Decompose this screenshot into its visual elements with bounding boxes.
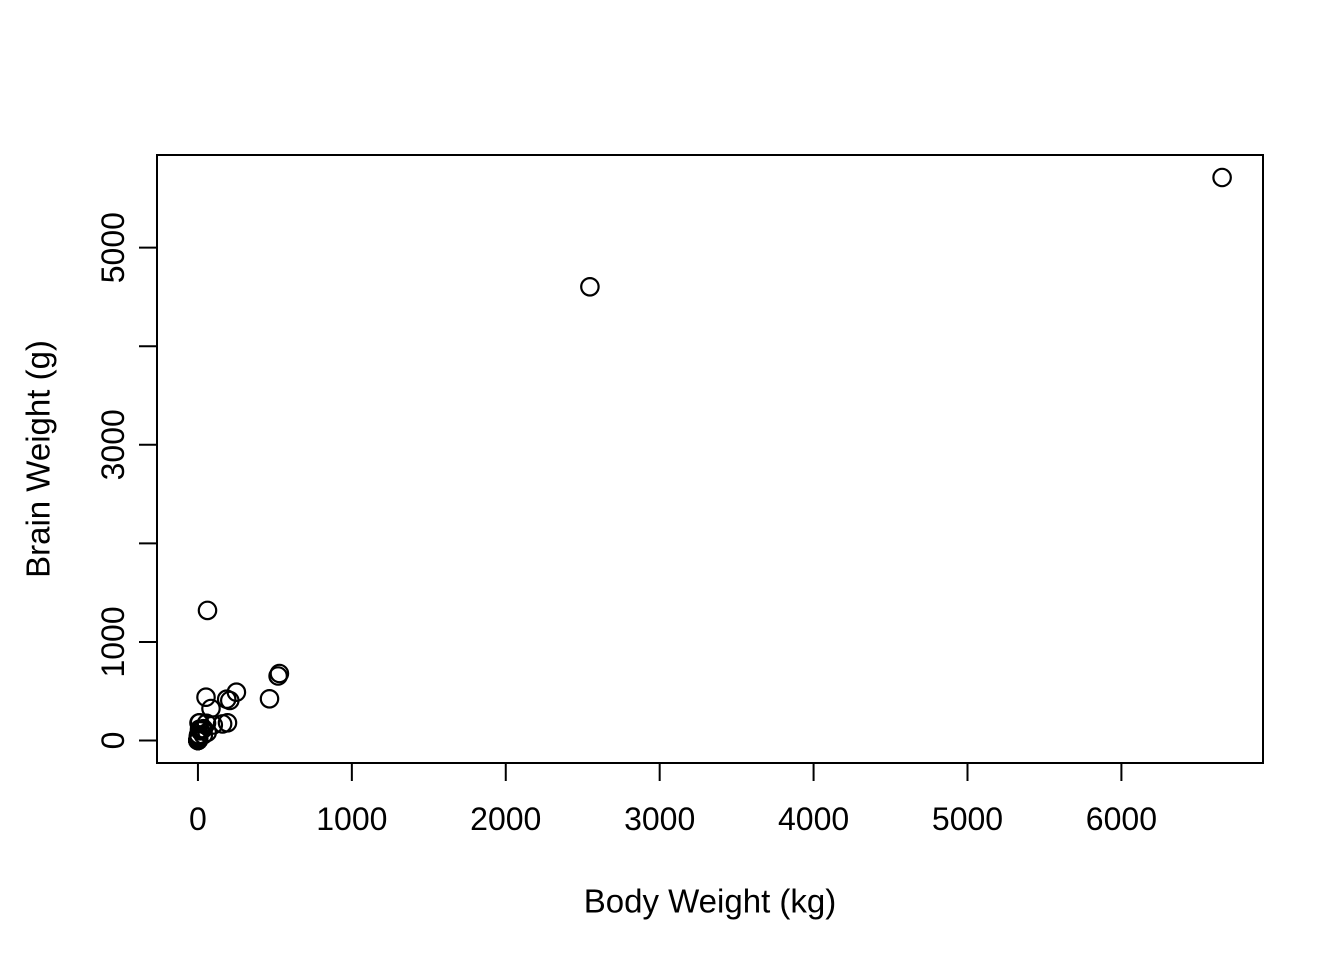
y-axis-title: Brain Weight (g) bbox=[20, 340, 57, 578]
y-axis: 0 1000 3000 5000 bbox=[95, 212, 157, 749]
x-tick-label: 0 bbox=[189, 801, 207, 837]
data-point bbox=[580, 276, 600, 297]
data-point bbox=[1212, 167, 1232, 188]
data-point bbox=[226, 682, 247, 702]
y-tick-label: 3000 bbox=[95, 409, 131, 480]
y-tick-label: 5000 bbox=[95, 212, 131, 283]
data-point bbox=[212, 714, 233, 734]
x-tick-label: 1000 bbox=[316, 801, 387, 837]
y-tick-label: 0 bbox=[95, 732, 131, 750]
x-axis-title: Body Weight (kg) bbox=[584, 883, 837, 920]
data-point bbox=[269, 663, 290, 684]
x-axis: 0 1000 2000 3000 4000 5000 6000 bbox=[189, 763, 1157, 837]
data-point bbox=[259, 688, 280, 709]
x-tick-label: 2000 bbox=[470, 801, 541, 837]
y-tick-label: 1000 bbox=[95, 606, 131, 677]
data-point bbox=[188, 725, 209, 746]
x-tick-label: 4000 bbox=[778, 801, 849, 837]
plot-area bbox=[156, 154, 1264, 764]
data-point bbox=[196, 687, 216, 707]
data-point bbox=[197, 600, 218, 621]
x-tick-label: 6000 bbox=[1086, 801, 1157, 837]
x-tick-label: 3000 bbox=[624, 801, 695, 837]
x-tick-label: 5000 bbox=[932, 801, 1003, 837]
data-points bbox=[188, 167, 1232, 751]
